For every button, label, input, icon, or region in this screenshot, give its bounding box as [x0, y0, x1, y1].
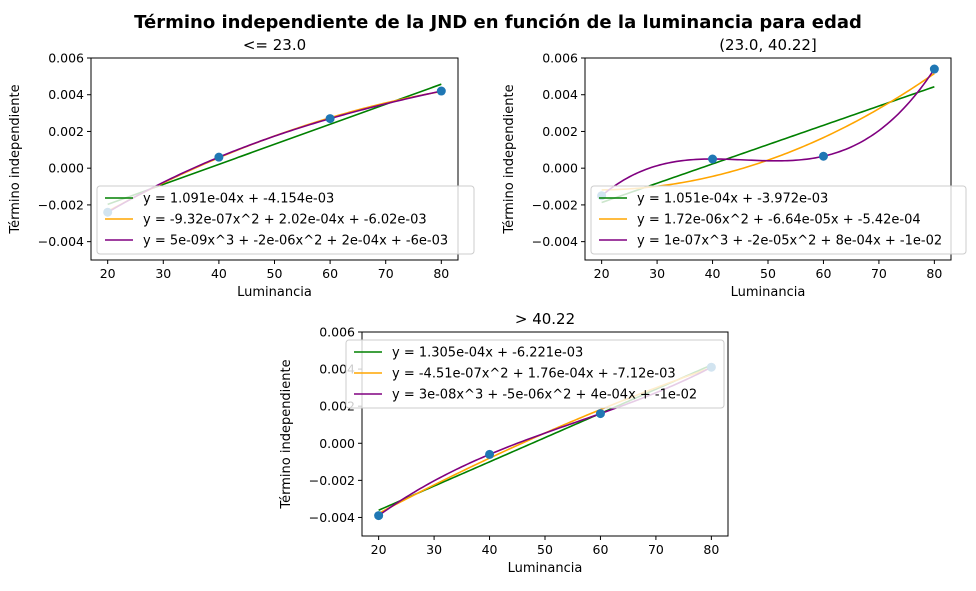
- data-point: [708, 154, 718, 164]
- x-tick-label: 30: [426, 542, 442, 557]
- x-tick-label: 50: [537, 542, 553, 557]
- x-axis-label: Luminancia: [731, 285, 806, 300]
- y-tick-label: 0.004: [48, 87, 84, 102]
- legend-label: y = 1e-07x^3 + -2e-05x^2 + 8e-04x + -1e-…: [637, 234, 942, 249]
- y-tick-label: 0.004: [542, 87, 578, 102]
- legend-label: y = 3e-08x^3 + -5e-06x^2 + 4e-04x + -1e-…: [392, 388, 697, 403]
- legend: y = 1.051e-04x + -3.972e-03 y = 1.72e-06x…: [590, 185, 967, 255]
- data-point: [436, 86, 446, 96]
- legend-label: y = 1.72e-06x^2 + -6.64e-05x + -5.42e-04: [637, 213, 921, 228]
- x-tick-label: 30: [649, 266, 665, 281]
- y-tick-label: −0.004: [38, 234, 84, 249]
- chart-title: (23.0, 40.22]: [719, 36, 817, 54]
- x-tick-label: 70: [648, 542, 664, 557]
- x-tick-label: 50: [760, 266, 776, 281]
- y-tick-label: 0.002: [48, 124, 84, 139]
- y-tick-label: 0.006: [48, 51, 84, 66]
- data-point: [929, 64, 939, 74]
- data-point: [214, 152, 224, 162]
- chart-panel-3: 20 30 40 50 60 70 80−0.004−0.0020.0000.0020.00…: [279, 310, 729, 576]
- legend-frame: [590, 185, 967, 255]
- x-axis-label: Luminancia: [237, 285, 312, 300]
- x-tick-label: 60: [322, 266, 338, 281]
- y-tick-label: 0.000: [542, 161, 578, 176]
- x-tick-label: 80: [926, 266, 942, 281]
- data-point: [374, 511, 384, 521]
- legend-frame: [96, 185, 475, 255]
- x-tick-label: 60: [816, 266, 832, 281]
- y-axis-label: Término independiente: [8, 84, 23, 234]
- y-tick-label: 0.000: [48, 161, 84, 176]
- legend-label: y = -4.51e-07x^2 + 1.76e-04x + -7.12e-03: [392, 367, 676, 382]
- legend: y = 1.305e-04x + -6.221e-03 y = -4.51e-07…: [345, 339, 725, 409]
- legend-label: y = 1.051e-04x + -3.972e-03: [637, 192, 828, 207]
- chart-panel-1: 20 30 40 50 60 70 80 −0.004 −0.002 0.000 0.002 0.00…: [8, 36, 475, 300]
- x-tick-label: 40: [705, 266, 721, 281]
- x-axis-label: Luminancia: [508, 561, 583, 576]
- y-tick-label: −0.002: [532, 197, 578, 212]
- x-tick-label: 50: [267, 266, 283, 281]
- x-tick-label: 60: [593, 542, 609, 557]
- chart-panels: 20 30 40 50 60 70 80 −0.004 −0.002 0.000 0.002 0.00…: [8, 36, 967, 576]
- x-tick-label: 40: [211, 266, 227, 281]
- x-tick-label: 80: [703, 542, 719, 557]
- legend-label: y = -9.32e-07x^2 + 2.02e-04x + -6.02e-03: [143, 213, 427, 228]
- data-point: [325, 114, 335, 124]
- y-tick-label: 0.006: [319, 325, 355, 340]
- figure-suptitle: Término independiente de la JND en funci…: [134, 12, 862, 33]
- data-point: [818, 151, 828, 161]
- legend-frame: [345, 339, 725, 409]
- y-axis-label: Término independiente: [279, 359, 294, 509]
- legend: y = 1.091e-04x + -4.154e-03 y = -9.32e-07…: [96, 185, 475, 255]
- y-tick-label: 0.000: [319, 436, 355, 451]
- x-tick-label: 20: [100, 266, 116, 281]
- y-tick-label: −0.004: [532, 234, 578, 249]
- x-tick-label: 30: [155, 266, 171, 281]
- data-point: [485, 449, 495, 459]
- fit-line-3: [601, 68, 936, 197]
- legend-label: y = 5e-09x^3 + -2e-06x^2 + 2e-04x + -6e-…: [143, 234, 448, 249]
- y-tick-label: −0.004: [309, 510, 355, 525]
- chart-title: > 40.22: [515, 310, 575, 328]
- chart-panel-2: 20 30 40 50 60 70 80 −0.004 −0.002 0.000 0.002 0.00…: [502, 36, 967, 300]
- x-tick-label: 20: [594, 266, 610, 281]
- x-tick-label: 20: [371, 542, 387, 557]
- x-tick-label: 70: [378, 266, 394, 281]
- data-point: [595, 409, 605, 419]
- x-tick-label: 80: [433, 266, 449, 281]
- y-tick-label: −0.002: [38, 197, 84, 212]
- fit-line-1: [601, 85, 935, 204]
- legend-label: y = 1.091e-04x + -4.154e-03: [143, 192, 334, 207]
- y-tick-label: 0.006: [542, 51, 578, 66]
- legend-label: y = 1.305e-04x + -6.221e-03: [392, 346, 583, 361]
- y-tick-label: 0.002: [542, 124, 578, 139]
- chart-title: <= 23.0: [243, 36, 306, 54]
- x-tick-label: 70: [871, 266, 887, 281]
- fit-line-3: [107, 90, 442, 213]
- y-axis-label: Término independiente: [502, 84, 517, 234]
- x-tick-label: 40: [482, 542, 498, 557]
- y-tick-label: −0.002: [309, 473, 355, 488]
